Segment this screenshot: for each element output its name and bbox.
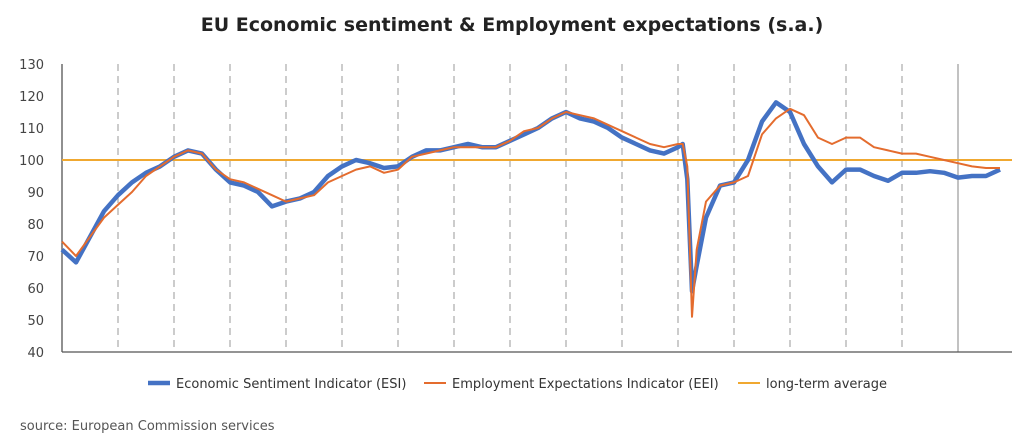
chart-title: EU Economic sentiment & Employment expec…: [200, 14, 824, 36]
y-tick-label: 60: [27, 282, 44, 297]
y-tick-label: 120: [19, 90, 44, 105]
y-tick-label: 70: [27, 250, 44, 265]
y-tick-label: 130: [19, 58, 44, 73]
legend-label: long-term average: [766, 377, 887, 392]
source-note: source: European Commission services: [20, 419, 275, 434]
eei-line: [61, 107, 1000, 318]
esi-line: [60, 100, 1001, 294]
y-tick-label: 110: [19, 122, 44, 137]
y-tick-label: 40: [27, 346, 44, 361]
y-tick-label: 80: [27, 218, 44, 233]
y-tick-label: 90: [27, 186, 44, 201]
y-tick-label: 100: [19, 154, 44, 169]
y-tick-label: 50: [27, 314, 44, 329]
legend-label: Economic Sentiment Indicator (ESI): [176, 377, 406, 392]
legend-label: Employment Expectations Indicator (EEI): [452, 377, 719, 392]
